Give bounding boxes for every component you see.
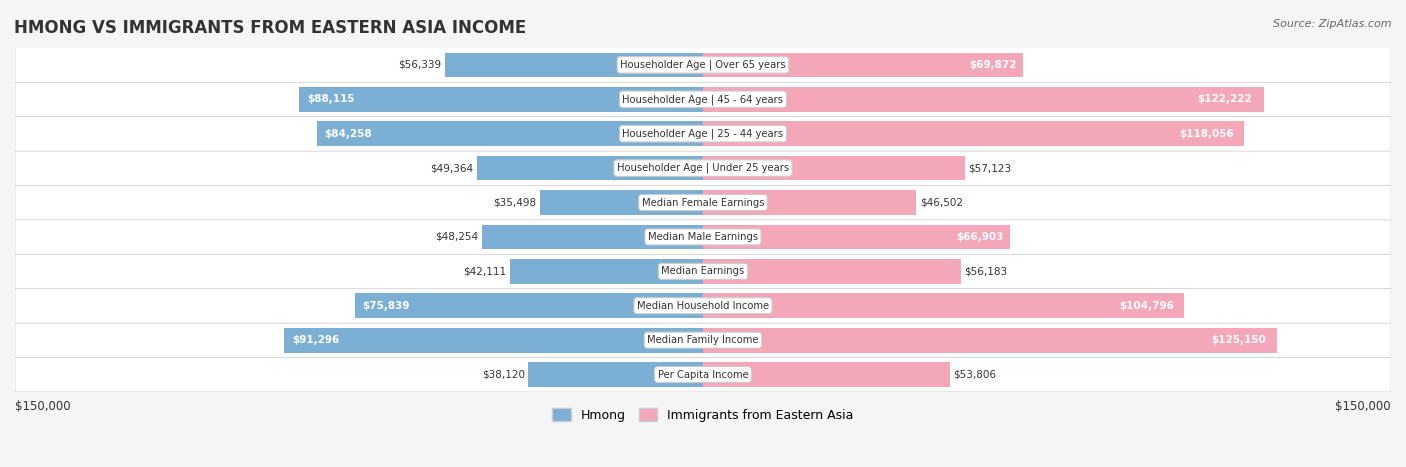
Text: $150,000: $150,000 (15, 400, 70, 413)
Text: $49,364: $49,364 (430, 163, 474, 173)
FancyBboxPatch shape (15, 185, 1391, 220)
Bar (529, 362, 703, 387)
Bar (356, 293, 703, 318)
Text: Householder Age | 45 - 64 years: Householder Age | 45 - 64 years (623, 94, 783, 105)
FancyBboxPatch shape (15, 219, 1391, 255)
Text: Median Earnings: Median Earnings (661, 266, 745, 276)
Text: $57,123: $57,123 (969, 163, 1011, 173)
Bar (703, 156, 965, 181)
Text: Householder Age | Under 25 years: Householder Age | Under 25 years (617, 163, 789, 173)
Text: Per Capita Income: Per Capita Income (658, 369, 748, 380)
Text: $150,000: $150,000 (1336, 400, 1391, 413)
Bar (703, 259, 960, 284)
Text: $69,872: $69,872 (970, 60, 1017, 70)
FancyBboxPatch shape (15, 151, 1391, 185)
Bar (477, 156, 703, 181)
Bar (482, 225, 703, 249)
Text: $38,120: $38,120 (482, 369, 524, 380)
Text: $56,183: $56,183 (965, 266, 1007, 276)
Text: $48,254: $48,254 (434, 232, 478, 242)
Text: $104,796: $104,796 (1119, 301, 1174, 311)
Legend: Hmong, Immigrants from Eastern Asia: Hmong, Immigrants from Eastern Asia (547, 403, 859, 427)
Text: $66,903: $66,903 (956, 232, 1004, 242)
Text: $88,115: $88,115 (307, 94, 354, 104)
Text: $56,339: $56,339 (398, 60, 441, 70)
FancyBboxPatch shape (15, 323, 1391, 358)
Bar (703, 52, 1024, 77)
Bar (299, 87, 703, 112)
Text: $125,150: $125,150 (1211, 335, 1265, 345)
Text: $84,258: $84,258 (325, 129, 373, 139)
Bar (703, 87, 1264, 112)
Bar (703, 121, 1244, 146)
Bar (703, 362, 950, 387)
Text: Median Household Income: Median Household Income (637, 301, 769, 311)
Text: $53,806: $53,806 (953, 369, 997, 380)
FancyBboxPatch shape (15, 48, 1391, 82)
Bar (284, 328, 703, 353)
Text: $122,222: $122,222 (1198, 94, 1253, 104)
FancyBboxPatch shape (15, 357, 1391, 392)
Bar (703, 328, 1277, 353)
Bar (703, 293, 1184, 318)
Text: Householder Age | 25 - 44 years: Householder Age | 25 - 44 years (623, 128, 783, 139)
Text: $75,839: $75,839 (363, 301, 409, 311)
FancyBboxPatch shape (15, 288, 1391, 323)
Text: $91,296: $91,296 (292, 335, 340, 345)
FancyBboxPatch shape (15, 116, 1391, 151)
Text: $46,502: $46,502 (920, 198, 963, 207)
Text: Median Male Earnings: Median Male Earnings (648, 232, 758, 242)
Bar (703, 225, 1010, 249)
Text: Source: ZipAtlas.com: Source: ZipAtlas.com (1274, 19, 1392, 28)
FancyBboxPatch shape (15, 82, 1391, 117)
Text: Householder Age | Over 65 years: Householder Age | Over 65 years (620, 60, 786, 70)
Bar (540, 190, 703, 215)
Text: $118,056: $118,056 (1178, 129, 1233, 139)
Text: HMONG VS IMMIGRANTS FROM EASTERN ASIA INCOME: HMONG VS IMMIGRANTS FROM EASTERN ASIA IN… (14, 19, 526, 37)
Text: $35,498: $35,498 (494, 198, 537, 207)
Bar (510, 259, 703, 284)
Text: $42,111: $42,111 (464, 266, 506, 276)
FancyBboxPatch shape (15, 254, 1391, 289)
Bar (316, 121, 703, 146)
Bar (444, 52, 703, 77)
Bar (703, 190, 917, 215)
Text: Median Family Income: Median Family Income (647, 335, 759, 345)
Text: Median Female Earnings: Median Female Earnings (641, 198, 765, 207)
